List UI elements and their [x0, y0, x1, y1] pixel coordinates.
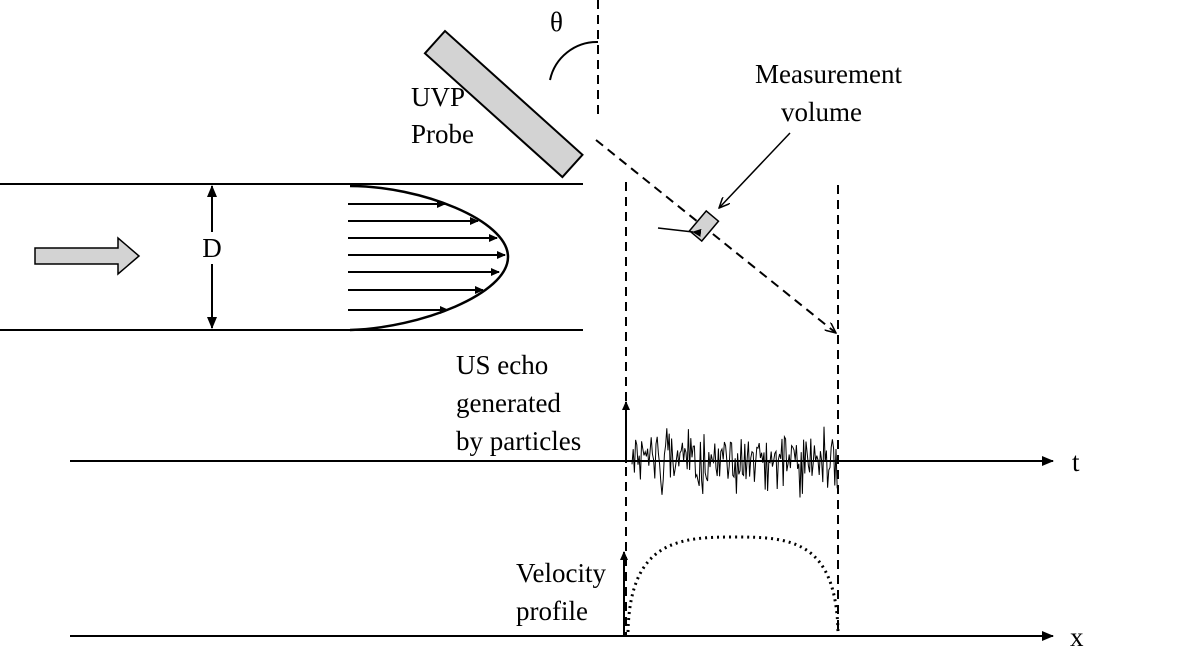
echo-label-line3: by particles — [456, 426, 581, 456]
time-axis-label: t — [1072, 447, 1080, 477]
flow-direction-arrow — [34, 236, 141, 276]
measured-velocity-profile — [626, 535, 840, 633]
probe-label-line1: UVP — [411, 82, 465, 112]
echo-signal — [631, 426, 838, 498]
probe-label-line2: Probe — [411, 119, 474, 149]
diameter-label: D — [202, 233, 222, 263]
uvp-probe — [423, 29, 584, 179]
measurement-label-leader — [719, 132, 791, 208]
measurement-label-line1: Measurement — [755, 59, 902, 89]
theta-label: θ — [550, 7, 563, 37]
pipe-velocity-profile — [349, 184, 510, 332]
measurement-label-line2: volume — [781, 97, 862, 127]
measurement-volume-pointer — [657, 227, 702, 237]
position-axis-label: x — [1070, 622, 1084, 651]
velocity-label-line1: Velocity — [516, 558, 606, 588]
theta-angle-arc — [549, 40, 599, 81]
echo-label-line1: US echo — [456, 350, 548, 380]
echo-label-line2: generated — [456, 388, 561, 418]
ultrasound-beam — [595, 139, 836, 333]
velocity-label-line2: profile — [516, 596, 588, 626]
velocity-vectors — [348, 200, 506, 314]
measurement-volume — [688, 209, 720, 243]
